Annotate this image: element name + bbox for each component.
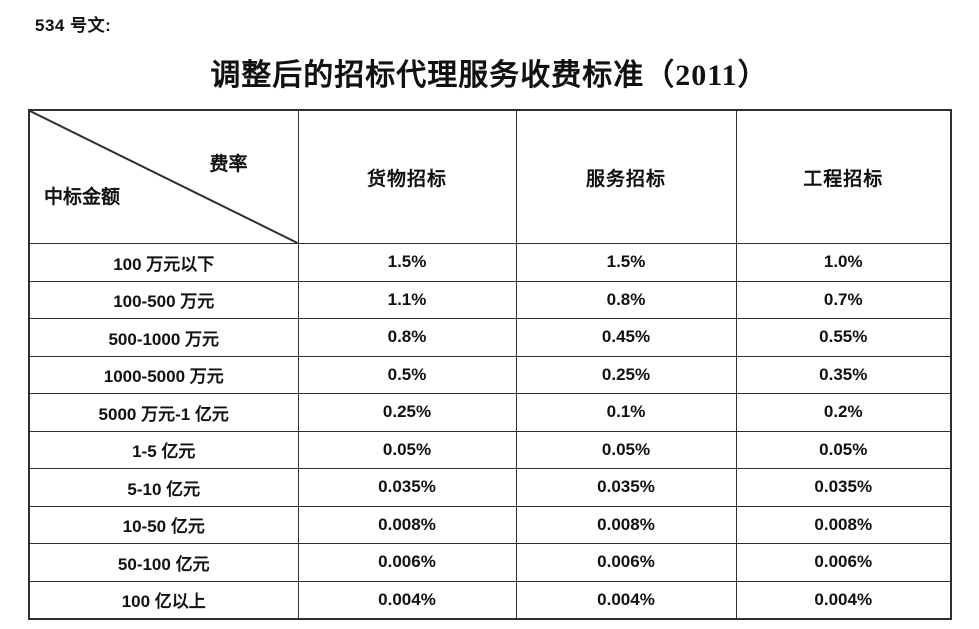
service-rate-cell: 0.8% (515, 280, 737, 319)
service-rate-cell: 0.004% (515, 580, 737, 620)
works-rate-cell: 0.035% (735, 468, 952, 507)
amount-range-cell: 1000-5000 万元 (28, 355, 299, 394)
service-rate-cell: 1.5% (515, 243, 737, 282)
amount-range-cell: 100-500 万元 (28, 280, 299, 319)
works-rate-cell: 0.35% (735, 355, 952, 394)
amount-range-cell: 100 万元以下 (28, 243, 299, 282)
service-rate-cell: 0.05% (515, 430, 737, 469)
table-row: 1-5 亿元 0.05% 0.05% 0.05% (28, 430, 952, 469)
goods-rate-cell: 0.035% (297, 468, 517, 507)
goods-rate-cell: 0.008% (297, 505, 517, 544)
corner-label-amount: 中标金额 (44, 187, 121, 208)
table-row: 5-10 亿元 0.035% 0.035% 0.035% (28, 468, 952, 507)
service-rate-cell: 0.1% (515, 393, 737, 432)
table-header-row: 费率 中标金额 货物招标 服务招标 工程招标 (28, 109, 952, 244)
column-header-service-bidding: 服务招标 (515, 109, 737, 244)
goods-rate-cell: 0.05% (297, 430, 517, 469)
goods-rate-cell: 0.25% (297, 393, 517, 432)
table-row: 500-1000 万元 0.8% 0.45% 0.55% (28, 318, 952, 357)
diagonal-corner-cell: 费率 中标金额 (28, 109, 299, 244)
table-row: 50-100 亿元 0.006% 0.006% 0.006% (28, 543, 952, 582)
table-row: 100-500 万元 1.1% 0.8% 0.7% (28, 280, 952, 319)
works-rate-cell: 0.2% (735, 393, 952, 432)
fee-rate-table: 费率 中标金额 货物招标 服务招标 工程招标 100 万元以下 1.5% 1.5… (28, 109, 952, 620)
works-rate-cell: 0.55% (735, 318, 952, 357)
table-row: 100 万元以下 1.5% 1.5% 1.0% (28, 243, 952, 282)
table-row: 100 亿以上 0.004% 0.004% 0.004% (28, 580, 952, 620)
service-rate-cell: 0.25% (515, 355, 737, 394)
goods-rate-cell: 0.006% (297, 543, 517, 582)
service-rate-cell: 0.035% (515, 468, 737, 507)
goods-rate-cell: 1.1% (297, 280, 517, 319)
works-rate-cell: 1.0% (735, 243, 952, 282)
goods-rate-cell: 0.5% (297, 355, 517, 394)
service-rate-cell: 0.006% (515, 543, 737, 582)
page-title: 调整后的招标代理服务收费标准（2011） (210, 59, 769, 92)
table-row: 5000 万元-1 亿元 0.25% 0.1% 0.2% (28, 393, 952, 432)
amount-range-cell: 500-1000 万元 (28, 318, 299, 357)
doc-number-label: 534 号文: (35, 16, 112, 35)
amount-range-cell: 100 亿以上 (28, 580, 299, 620)
table-row: 1000-5000 万元 0.5% 0.25% 0.35% (28, 355, 952, 394)
corner-label-rate: 费率 (209, 154, 248, 175)
works-rate-cell: 0.004% (735, 580, 952, 620)
works-rate-cell: 0.7% (735, 280, 952, 319)
diagonal-divider-line (30, 111, 298, 243)
goods-rate-cell: 1.5% (297, 243, 517, 282)
amount-range-cell: 10-50 亿元 (28, 505, 299, 544)
service-rate-cell: 0.008% (515, 505, 737, 544)
works-rate-cell: 0.008% (735, 505, 952, 544)
column-header-works-bidding: 工程招标 (735, 109, 952, 244)
column-header-goods-bidding: 货物招标 (297, 109, 517, 244)
amount-range-cell: 5-10 亿元 (28, 468, 299, 507)
service-rate-cell: 0.45% (515, 318, 737, 357)
goods-rate-cell: 0.8% (297, 318, 517, 357)
works-rate-cell: 0.05% (735, 430, 952, 469)
amount-range-cell: 1-5 亿元 (28, 430, 299, 469)
amount-range-cell: 50-100 亿元 (28, 543, 299, 582)
goods-rate-cell: 0.004% (297, 580, 517, 620)
works-rate-cell: 0.006% (735, 543, 952, 582)
amount-range-cell: 5000 万元-1 亿元 (28, 393, 299, 432)
table-row: 10-50 亿元 0.008% 0.008% 0.008% (28, 505, 952, 544)
